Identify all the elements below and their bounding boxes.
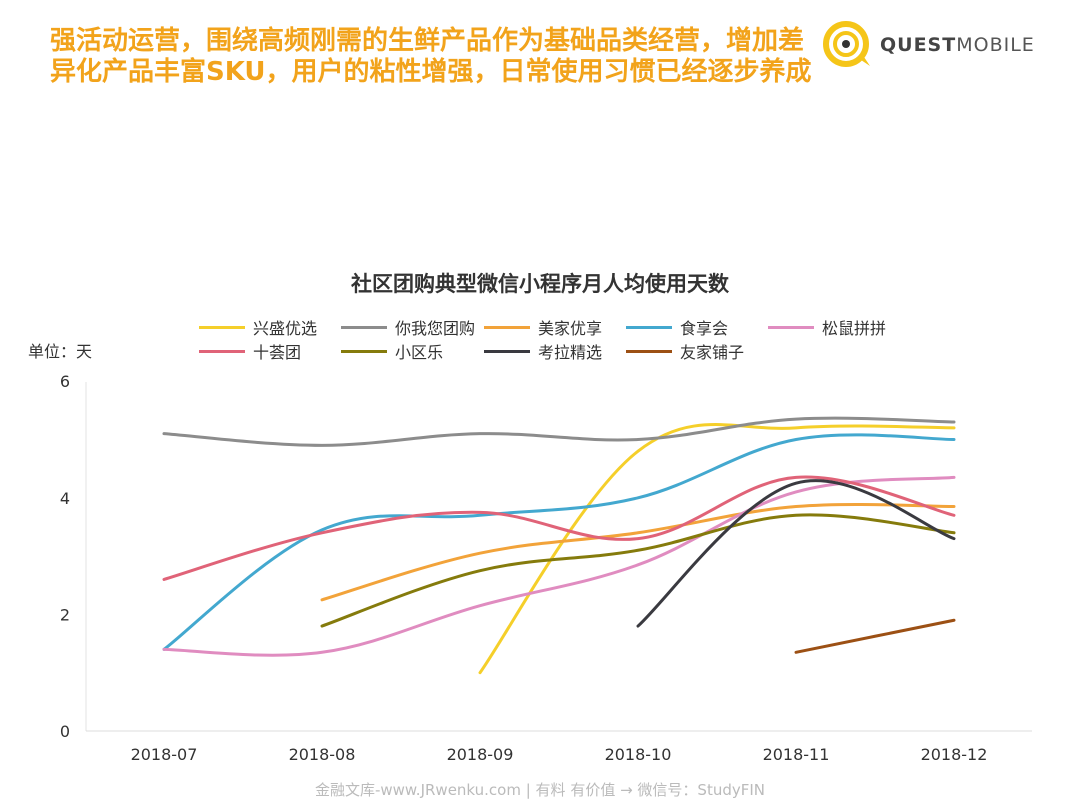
logo-wordmark: QUESTMOBILE <box>880 34 1035 56</box>
series-line-9 <box>794 618 956 654</box>
chart-title: 社区团购典型微信小程序月人均使用天数 <box>351 272 729 296</box>
series-line-7 <box>320 513 956 628</box>
series-line-2 <box>162 416 956 447</box>
questmobile-logo: QUESTMOBILE <box>818 14 1048 74</box>
headline: 强活动运营，围绕高频刚需的生鲜产品作为基础品类经营，增加差异化产品丰富SKU，用… <box>50 26 812 87</box>
x-tick-label: 2018-11 <box>763 745 830 764</box>
series-line-5 <box>162 475 956 657</box>
y-tick-label: 4 <box>60 489 70 508</box>
series-line-8 <box>636 479 956 628</box>
series-line-1 <box>478 423 956 675</box>
x-tick-label: 2018-07 <box>131 745 198 764</box>
questmobile-logo-icon <box>823 21 870 67</box>
y-tick-label: 0 <box>60 722 70 741</box>
series-line-6 <box>162 475 956 581</box>
footer-watermark: 金融文库-www.JRwenku.com | 有料 有价值 → 微信号：Stud… <box>314 781 766 799</box>
series-line-3 <box>320 502 956 602</box>
unit-label: 单位：天 <box>28 342 93 361</box>
series-line-4 <box>162 433 956 651</box>
y-tick-label: 2 <box>60 605 70 624</box>
x-tick-label: 2018-08 <box>289 745 356 764</box>
y-tick-label: 6 <box>60 372 70 391</box>
x-tick-label: 2018-10 <box>605 745 672 764</box>
x-tick-label: 2018-09 <box>447 745 514 764</box>
x-tick-label: 2018-12 <box>921 745 988 764</box>
